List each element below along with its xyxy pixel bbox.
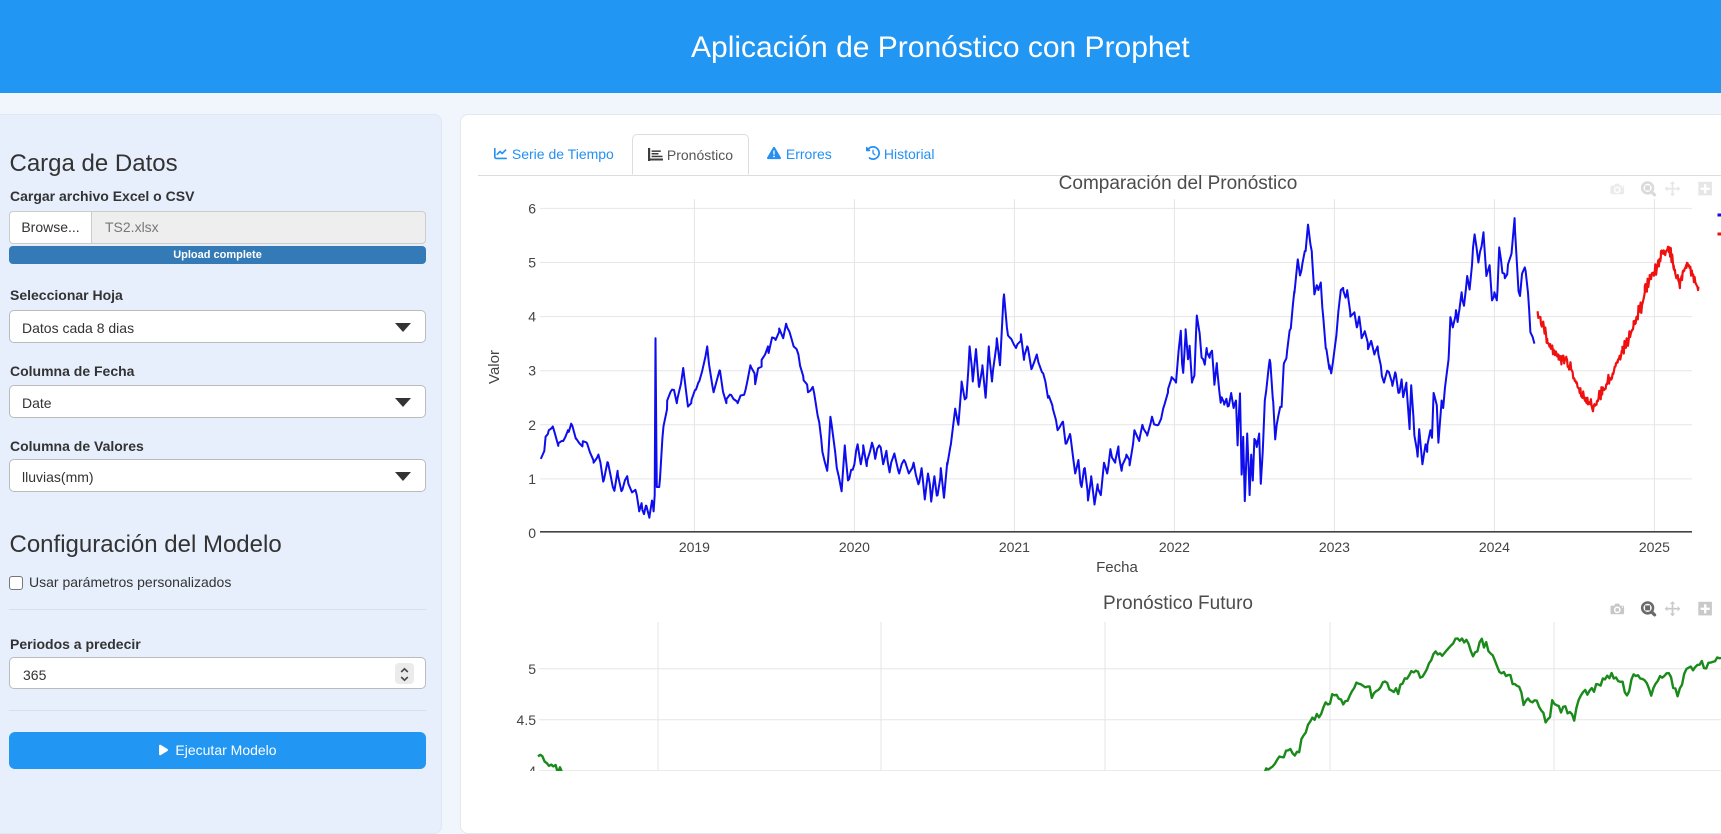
svg-text:2019: 2019: [679, 539, 710, 555]
svg-text:4.5: 4.5: [517, 712, 537, 728]
svg-text:1: 1: [528, 471, 536, 487]
svg-text:5: 5: [528, 255, 536, 271]
svg-text:4: 4: [528, 309, 536, 325]
svg-text:6: 6: [528, 200, 536, 216]
svg-text:Valor: Valor: [486, 350, 503, 384]
svg-text:2021: 2021: [999, 539, 1030, 555]
svg-text:Comparación del Pronóstico: Comparación del Pronóstico: [1059, 173, 1298, 194]
svg-text:2: 2: [528, 417, 536, 433]
svg-text:3: 3: [528, 363, 536, 379]
svg-text:2025: 2025: [1639, 539, 1670, 555]
svg-text:2020: 2020: [839, 539, 870, 555]
svg-text:Pronóstico Futuro: Pronóstico Futuro: [1103, 593, 1253, 614]
svg-text:2024: 2024: [1479, 539, 1510, 555]
svg-text:2023: 2023: [1319, 539, 1350, 555]
svg-text:4: 4: [528, 763, 536, 771]
svg-text:Fecha: Fecha: [1096, 559, 1138, 576]
svg-text:2022: 2022: [1159, 539, 1190, 555]
svg-text:0: 0: [528, 525, 536, 541]
svg-text:5: 5: [528, 661, 536, 677]
